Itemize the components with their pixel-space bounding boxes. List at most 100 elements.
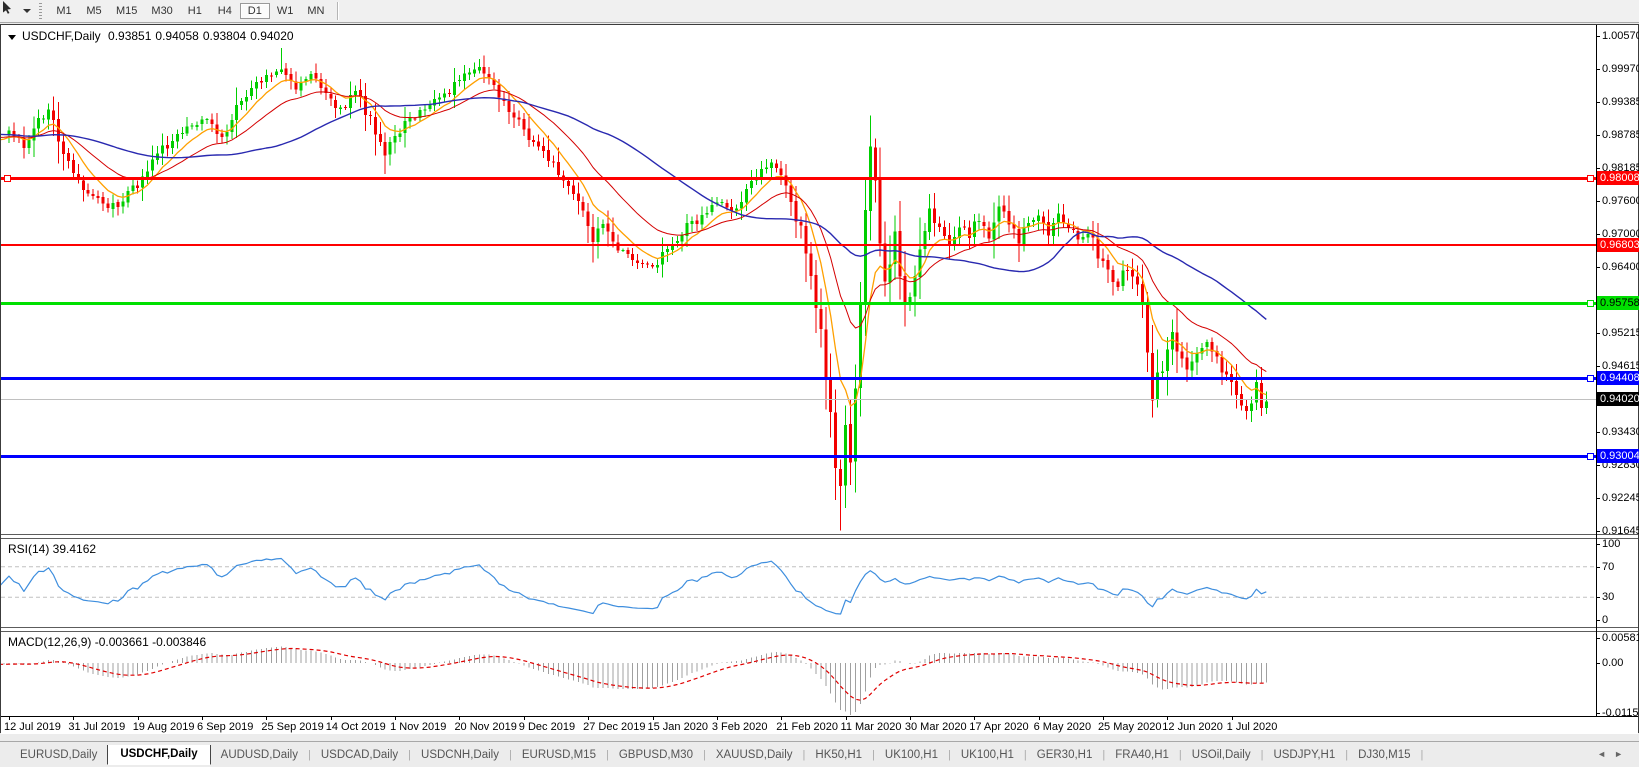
pane-splitter[interactable]	[1, 627, 1638, 632]
rsi-tick	[1596, 544, 1600, 545]
level-badge-0.96803: 0.96803	[1597, 238, 1639, 252]
tab-divider: |	[947, 748, 951, 761]
chart-symbol: USDCHF,Daily	[22, 29, 101, 43]
line-endpoint-marker[interactable]	[1587, 175, 1594, 182]
date-axis[interactable]: 12 Jul 2019 31 Jul 2019 19 Aug 2019 6 Sep 2…	[1, 716, 1638, 734]
level-line-0.96803[interactable]	[1, 244, 1596, 246]
timeframe-button-w1[interactable]: W1	[276, 5, 294, 17]
date-tick	[781, 717, 783, 720]
candle-wicks-up	[8, 48, 1267, 508]
level-line-0.93004[interactable]	[1, 455, 1596, 458]
chart-tab-audusd-daily[interactable]: AUDUSD,Daily	[220, 748, 298, 761]
chart-title: USDCHF,Daily 0.93851 0.94058 0.93804 0.9402…	[8, 29, 298, 43]
timeframe-buttons: M1 M5 M15 M30 H1 H4 D1 W1 MN	[49, 3, 331, 19]
price-tick	[1596, 69, 1600, 70]
price-tick-label: 0.95215	[1602, 327, 1639, 339]
timeframe-button-h4[interactable]: H4	[217, 5, 232, 17]
chart-tab-hk50-h1[interactable]: HK50,H1	[815, 748, 863, 761]
rsi-line	[1, 557, 1267, 615]
timeframe-button-d1[interactable]: D1	[239, 3, 270, 19]
date-label: 9 Dec 2019	[518, 721, 576, 733]
tab-divider: |	[1023, 748, 1027, 761]
chart-tool-dropdown-icon[interactable]	[23, 9, 31, 13]
tab-divider: |	[1420, 748, 1424, 761]
price-tick-label: 0.99385	[1602, 96, 1639, 108]
tab-divider: |	[408, 748, 412, 761]
timeframe-button-m15[interactable]: M15	[116, 5, 138, 17]
date-label: 12 Jun 2020	[1162, 721, 1223, 733]
candle-wicks-down	[13, 55, 1262, 531]
symbol-dropdown-icon[interactable]	[8, 35, 16, 40]
date-tick	[1102, 717, 1104, 720]
macd-pane[interactable]: MACD(12,26,9) -0.003661 -0.003846	[1, 632, 1638, 716]
chart-tab-usdcnh-daily[interactable]: USDCNH,Daily	[421, 748, 499, 761]
timeframe-button-m30[interactable]: M30	[151, 5, 173, 17]
level-line-0.98008[interactable]	[1, 177, 1596, 180]
date-tick	[330, 717, 332, 720]
chart-tabs: EURUSD,Daily USDCHF,Daily AUDUSD,Daily | USD…	[10, 744, 1424, 765]
date-tick	[73, 717, 75, 720]
timeframe-button-m5[interactable]: M5	[86, 5, 102, 17]
line-endpoint-marker[interactable]	[1587, 375, 1594, 382]
date-tick	[716, 717, 718, 720]
timeframe-toolbar: M1 M5 M15 M30 H1 H4 D1 W1 MN	[0, 0, 1639, 23]
date-tick	[137, 717, 139, 720]
ma-fast	[1, 77, 1267, 407]
chart-tab-fra40-h1[interactable]: FRA40,H1	[1115, 748, 1169, 761]
date-tick	[1167, 717, 1169, 720]
chart-cursor-icon[interactable]	[3, 1, 21, 19]
chart-tab-usdchf-daily[interactable]: USDCHF,Daily	[107, 744, 211, 765]
date-label: 31 Jul 2019	[68, 721, 126, 733]
chart-tab-usdcad-daily[interactable]: USDCAD,Daily	[320, 748, 399, 761]
rsi-tick	[1596, 620, 1600, 621]
macd-canvas	[1, 646, 1267, 715]
date-tick	[652, 717, 654, 720]
timeframe-button-mn[interactable]: MN	[307, 5, 325, 17]
price-tick-label: 1.00570	[1602, 30, 1639, 42]
line-endpoint-marker[interactable]	[1587, 300, 1594, 307]
date-tick	[202, 717, 204, 720]
chart-tabs-bar: EURUSD,Daily USDCHF,Daily AUDUSD,Daily | USD…	[0, 741, 1639, 767]
price-tick	[1596, 201, 1600, 202]
chart-tab-eurusd-m15[interactable]: EURUSD,M15	[521, 748, 596, 761]
pane-splitter[interactable]	[1, 534, 1638, 539]
candle-bodies-down	[12, 67, 1263, 487]
toolbar-grip[interactable]	[39, 3, 42, 19]
price-tick	[1596, 135, 1600, 136]
timeframe-button-h1[interactable]: H1	[187, 5, 202, 17]
line-endpoint-marker[interactable]	[1587, 453, 1594, 460]
chart-tab-dj30-m15[interactable]: DJ30,M15	[1358, 748, 1411, 761]
chart-tab-usdjpy-h1[interactable]: USDJPY,H1	[1273, 748, 1336, 761]
line-endpoint-marker[interactable]	[4, 175, 11, 182]
price-tick-label: 0.92245	[1602, 492, 1639, 504]
level-line-0.95758[interactable]	[1, 302, 1596, 305]
tab-scroll-right-icon[interactable]: ►	[1614, 749, 1631, 759]
chart-tab-usoil-daily[interactable]: USOil,Daily	[1191, 748, 1251, 761]
chart-tab-ger30-h1[interactable]: GER30,H1	[1036, 748, 1093, 761]
date-tick	[523, 717, 525, 720]
tab-divider: |	[1102, 748, 1106, 761]
timeframe-button-m1[interactable]: M1	[56, 5, 72, 17]
macd-tick	[1596, 713, 1600, 714]
price-tick	[1596, 498, 1600, 499]
rsi-label: RSI(14) 39.4162	[8, 542, 97, 556]
rsi-pane[interactable]: RSI(14) 39.4162	[1, 539, 1638, 627]
rsi-tick-label: 70	[1602, 561, 1615, 573]
chart-tab-uk100-h1[interactable]: UK100,H1	[960, 748, 1014, 761]
macd-tick	[1596, 638, 1600, 639]
chart-tab-gbpusd-m30[interactable]: GBPUSD,M30	[618, 748, 693, 761]
chart-tab-eurusd-daily[interactable]: EURUSD,Daily	[20, 748, 98, 761]
price-tick-label: 0.97000	[1602, 228, 1639, 240]
chart-tab-xauusd-daily[interactable]: XAUUSD,Daily	[715, 748, 793, 761]
macd-histogram	[3, 646, 1267, 715]
toolbar-separator	[337, 2, 339, 20]
level-line-0.94408[interactable]	[1, 377, 1596, 380]
tab-divider: |	[1178, 748, 1182, 761]
ma-slow	[1, 97, 1267, 320]
chart-tab-uk100-h1[interactable]: UK100,H1	[884, 748, 938, 761]
main-chart-pane[interactable]: USDCHF,Daily 0.93851 0.94058 0.93804 0.9402…	[1, 25, 1638, 534]
tab-scroll-left-icon[interactable]: ◄	[1597, 749, 1615, 759]
price-tick-label: 0.98785	[1602, 129, 1639, 141]
date-tick	[266, 717, 268, 720]
tab-scroll-arrows[interactable]: ◄►	[1597, 749, 1631, 759]
